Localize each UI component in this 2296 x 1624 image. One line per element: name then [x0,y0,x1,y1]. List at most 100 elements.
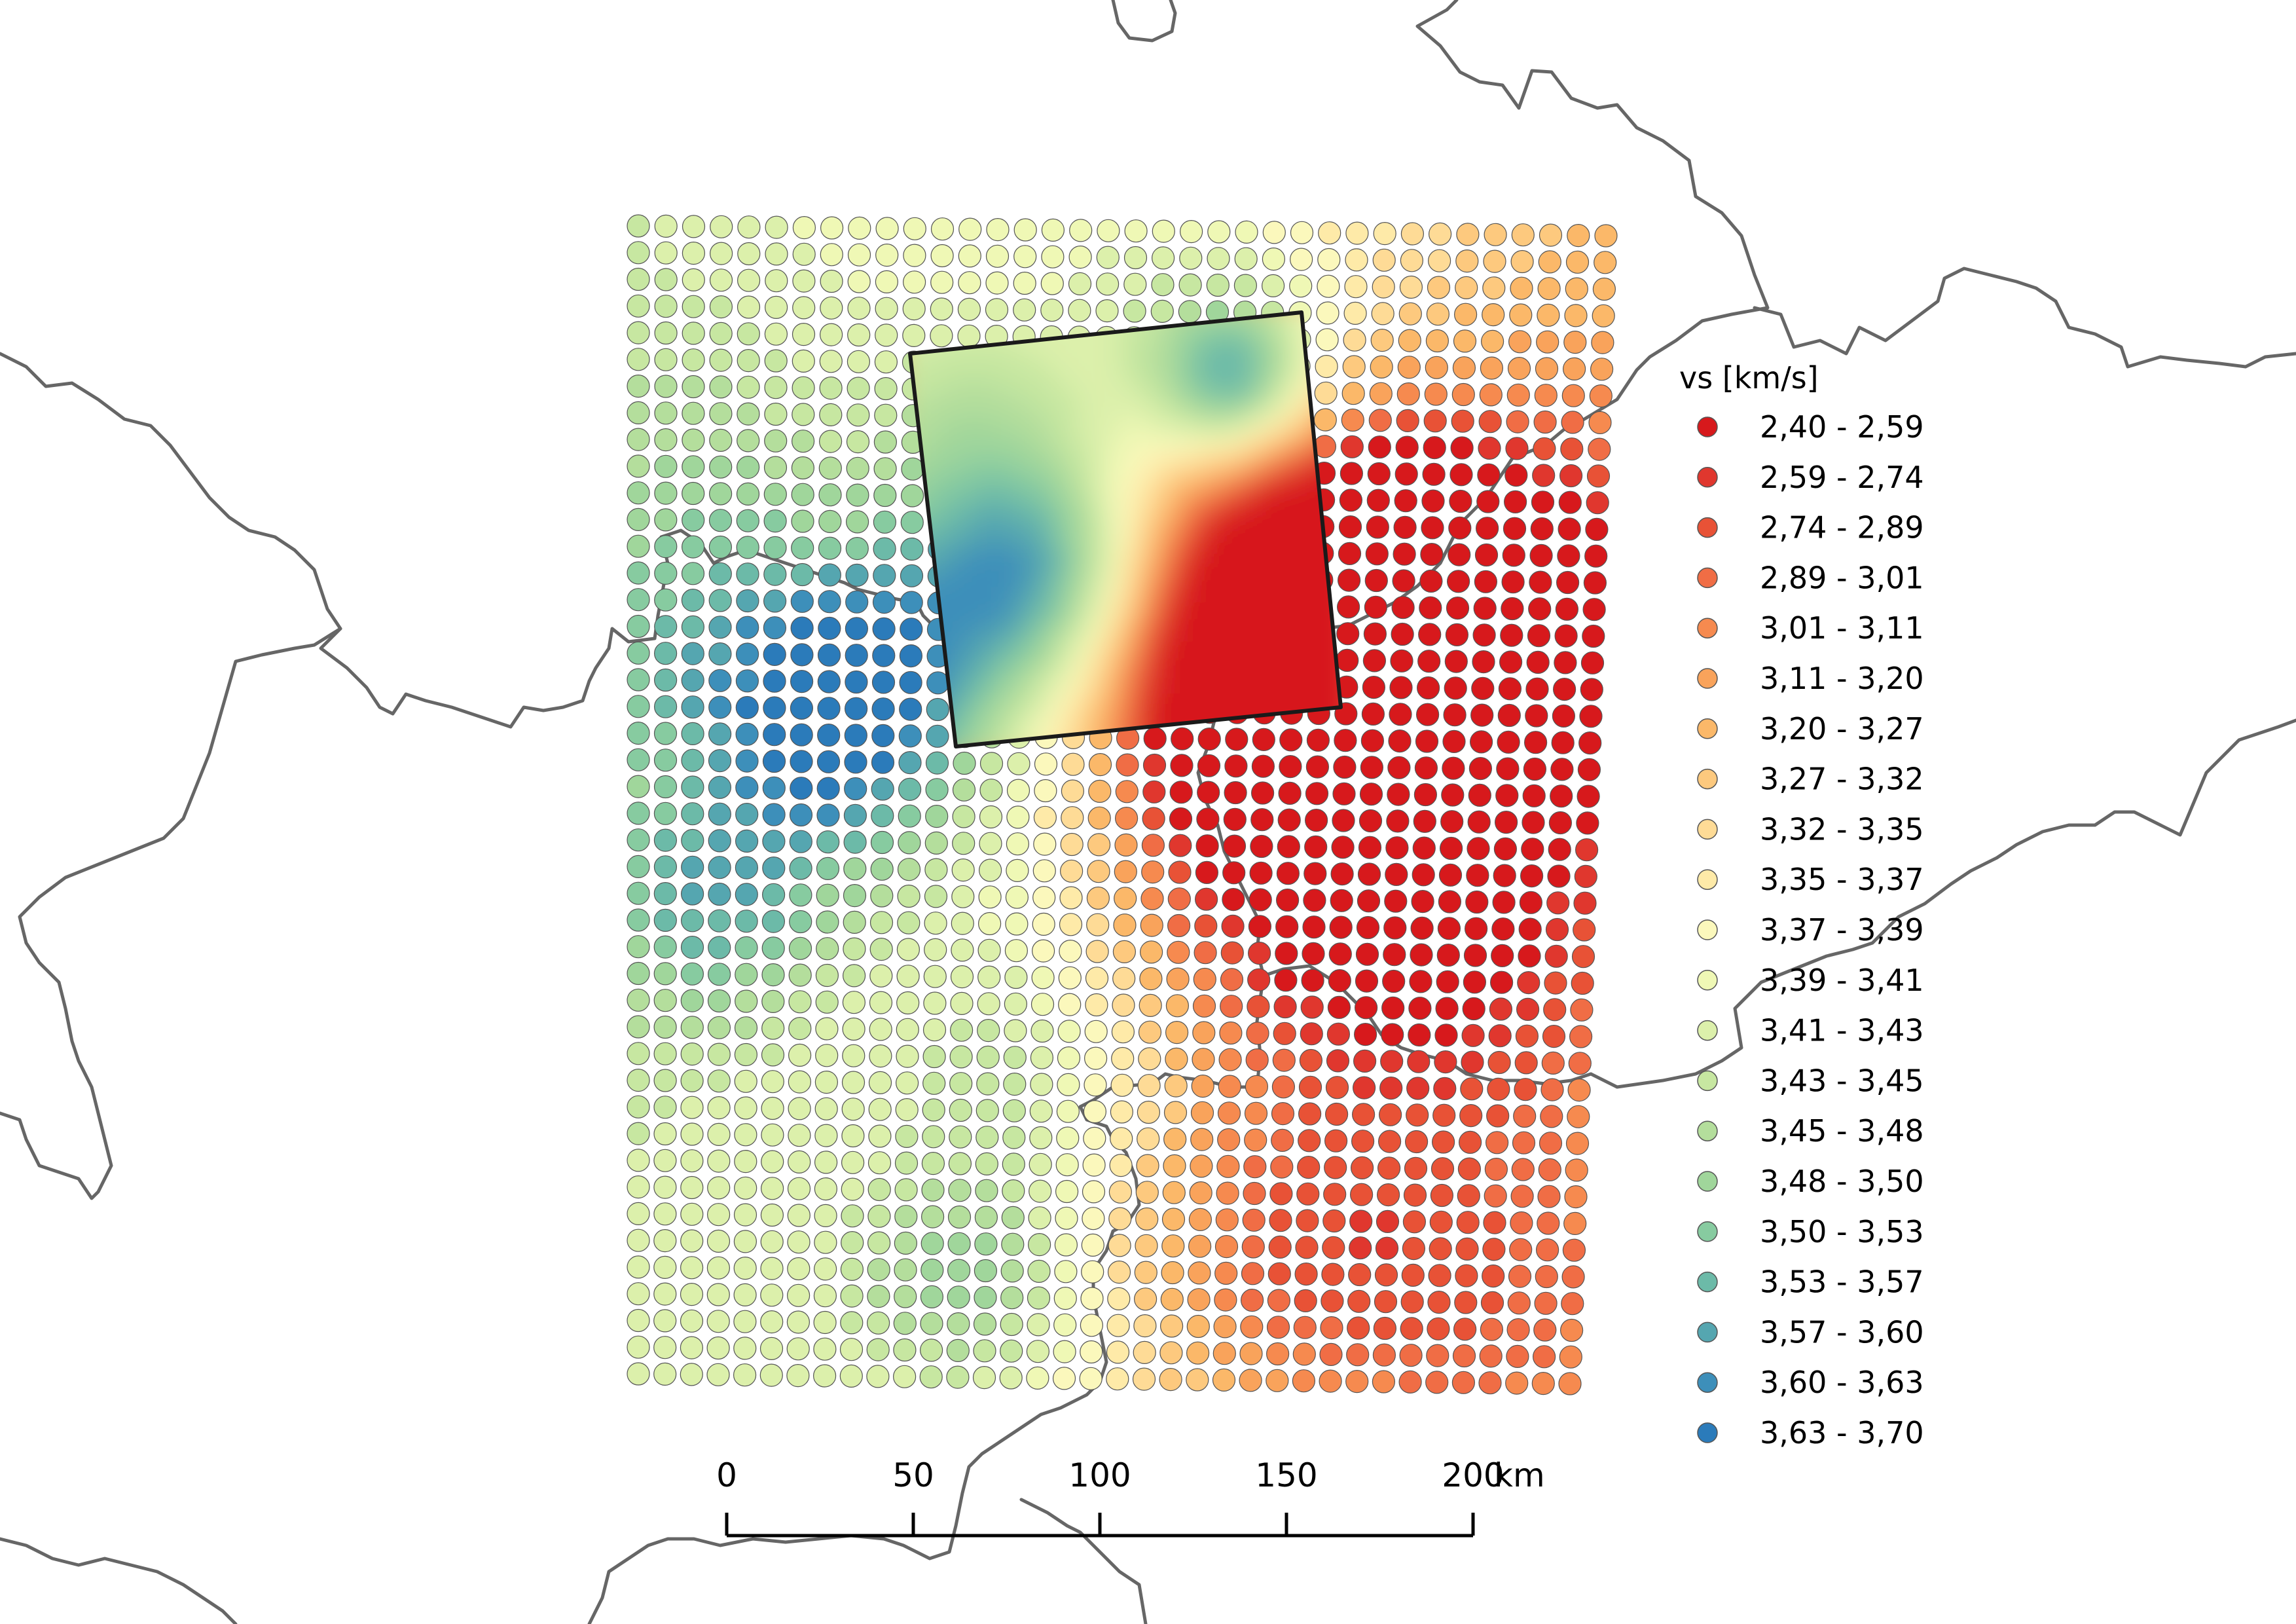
raster-cell [988,589,1002,603]
raster-cell [1066,563,1081,577]
raster-cell [1237,510,1251,525]
station-dot [978,858,1002,882]
station-dot [1114,860,1137,883]
raster-cell [1237,536,1251,551]
station-dot [1588,411,1612,435]
raster-cell [988,510,1002,525]
station-dot [1057,1073,1080,1097]
raster-cell [962,536,976,551]
raster-cell [1276,432,1290,446]
station-dot [790,750,813,773]
legend-item: 3,53 - 3,57 [1697,1264,1924,1300]
station-dot [761,1070,784,1094]
station-dot [1438,863,1463,887]
legend-item-label: 3,35 - 3,37 [1760,862,1924,897]
station-dot [1079,1367,1102,1390]
station-dot [1082,1180,1106,1204]
station-dot [1027,1259,1051,1283]
border-line-east [1753,267,2296,369]
raster-cell [1119,707,1133,721]
station-dot [653,881,677,906]
raster-cell [1106,405,1120,420]
raster-cell [1080,680,1094,695]
raster-cell [1027,484,1042,498]
station-dot [1161,1261,1184,1285]
raster-cell [1315,641,1330,655]
station-dot [815,990,839,1014]
station-dot [1393,515,1417,540]
station-dot [894,1285,917,1308]
station-dot [1424,382,1448,406]
station-dot [1419,569,1443,593]
raster-cell [1237,549,1251,564]
station-dot [653,855,678,879]
station-dot [1345,1370,1369,1393]
station-dot [1013,218,1037,242]
station-dot [1001,1206,1025,1230]
station-dot [1328,969,1351,993]
station-dot [902,270,926,294]
station-dot [1455,1237,1479,1261]
raster-cell [1315,602,1330,616]
station-dot [1029,1099,1053,1123]
station-dot [653,748,678,772]
station-dot [680,1309,704,1333]
station-dot [1167,940,1190,964]
raster-cell [1184,680,1199,695]
raster-cell [1053,615,1068,629]
raster-cell [975,523,989,538]
station-dot [1425,1371,1449,1394]
station-dot [924,912,947,935]
station-dot [792,242,816,266]
station-dot [654,561,678,585]
raster-cell [1066,405,1081,420]
raster-cell [1302,549,1317,564]
station-dot [761,1096,784,1120]
raster-cell [1014,418,1029,433]
raster-cell [922,392,937,407]
raster-cell [1211,628,1225,642]
station-dot [1374,1263,1398,1287]
station-dot [903,217,926,240]
raster-cell [1224,680,1238,695]
raster-cell [1119,523,1133,538]
station-dot [1567,1078,1591,1102]
station-dot [787,1230,811,1254]
raster-cell [975,405,989,420]
station-dot [975,1126,999,1149]
raster-cell [1171,458,1186,472]
raster-cell [1106,445,1120,459]
station-dot [1030,1073,1053,1096]
raster-cell [1001,589,1015,603]
station-dot [1315,354,1338,378]
raster-cell [1093,379,1107,394]
station-dot [844,724,867,747]
station-dot [708,882,731,906]
station-dot [1233,274,1258,297]
station-dot [737,322,760,346]
raster-cell [1093,484,1107,498]
station-dot [845,590,869,614]
station-dot [1292,1342,1316,1366]
station-dot [1471,676,1495,700]
station-dot [627,321,650,344]
raster-cell [1027,432,1042,446]
station-dot [1005,885,1029,909]
station-dot [708,802,731,826]
station-dot [1137,1127,1160,1151]
raster-cell [1093,680,1107,695]
station-dot [950,991,974,1016]
legend-swatch [1697,618,1718,638]
station-dot [1250,781,1275,805]
station-dot [1054,1233,1078,1257]
legend-item: 3,39 - 3,41 [1697,963,1924,998]
raster-cell [1211,667,1225,682]
station-dot [867,1284,890,1308]
raster-cell [1211,340,1225,354]
scale-bar-label: 0 [716,1456,737,1494]
station-dot [1004,1019,1027,1043]
station-dot [735,722,759,746]
station-dot [1454,303,1478,326]
station-dot [1152,219,1175,243]
raster-cell [1211,392,1225,407]
